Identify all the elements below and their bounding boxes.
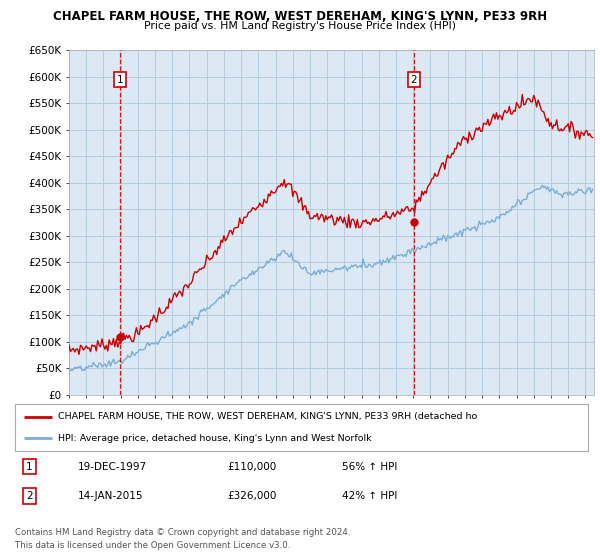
Text: 2: 2 [26,491,32,501]
Text: HPI: Average price, detached house, King's Lynn and West Norfolk: HPI: Average price, detached house, King… [58,434,371,443]
Text: 14-JAN-2015: 14-JAN-2015 [78,491,143,501]
Text: 1: 1 [117,74,124,85]
Text: 42% ↑ HPI: 42% ↑ HPI [341,491,397,501]
Text: Price paid vs. HM Land Registry's House Price Index (HPI): Price paid vs. HM Land Registry's House … [144,21,456,31]
Text: 56% ↑ HPI: 56% ↑ HPI [341,461,397,472]
Text: 19-DEC-1997: 19-DEC-1997 [78,461,147,472]
Text: CHAPEL FARM HOUSE, THE ROW, WEST DEREHAM, KING'S LYNN, PE33 9RH (detached ho: CHAPEL FARM HOUSE, THE ROW, WEST DEREHAM… [58,412,477,421]
Text: This data is licensed under the Open Government Licence v3.0.: This data is licensed under the Open Gov… [15,541,290,550]
Text: 1: 1 [26,461,32,472]
Text: £326,000: £326,000 [227,491,277,501]
Text: 2: 2 [410,74,417,85]
Text: CHAPEL FARM HOUSE, THE ROW, WEST DEREHAM, KING'S LYNN, PE33 9RH: CHAPEL FARM HOUSE, THE ROW, WEST DEREHAM… [53,10,547,23]
Text: £110,000: £110,000 [227,461,276,472]
Text: Contains HM Land Registry data © Crown copyright and database right 2024.: Contains HM Land Registry data © Crown c… [15,528,350,537]
